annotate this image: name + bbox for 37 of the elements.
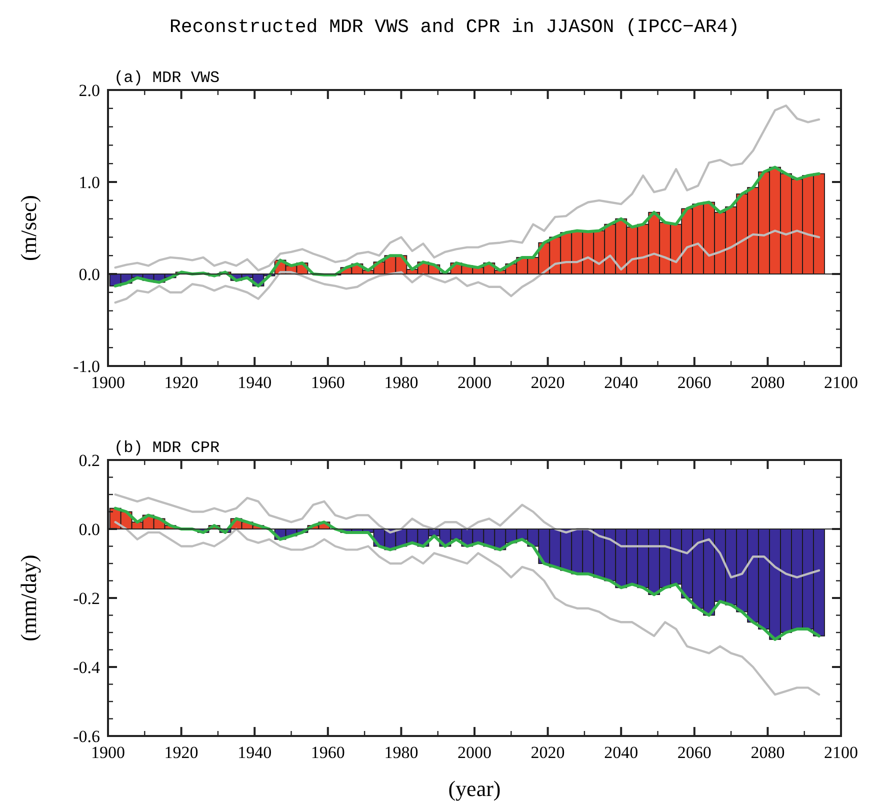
y-tick-label: -0.6 [73, 726, 100, 746]
x-tick-label: 2000 [458, 743, 492, 762]
x-tick-label: 1980 [384, 743, 418, 762]
x-tick-label: 2000 [458, 373, 492, 392]
x-tick-label: 1920 [164, 373, 198, 392]
x-tick-label: 1960 [310, 743, 345, 762]
x-tick-label: 1940 [238, 373, 272, 392]
x-tick-label: 2100 [824, 743, 858, 762]
x-tick-label: 1940 [238, 743, 272, 762]
x-tick-label: 1960 [310, 373, 345, 392]
x-tick-label: 2080 [750, 373, 785, 392]
x-tick-label: 2060 [677, 743, 712, 762]
y-tick-label: 0.0 [78, 264, 100, 284]
x-tick-label: 2040 [604, 373, 638, 392]
y-tick-label: 0.2 [78, 450, 100, 470]
x-tick-label: 1920 [164, 743, 198, 762]
y-tick-label: 2.0 [78, 80, 100, 100]
x-tick-label: 1900 [91, 743, 125, 762]
y-tick-label: -0.4 [73, 658, 100, 677]
x-tick-label: 1980 [384, 373, 418, 392]
x-tick-label: 2080 [750, 743, 785, 762]
x-tick-label: 2060 [677, 373, 712, 392]
x-tick-label: 2040 [604, 743, 638, 762]
y-axis-title: (m/sec) [16, 195, 41, 261]
y-axis-title: (mm/day) [16, 554, 41, 642]
x-axis-title: (year) [448, 776, 501, 801]
chart-subtitle: (a) MDR VWS [114, 69, 220, 87]
y-tick-label: 0.0 [78, 520, 100, 539]
x-tick-label: 2100 [824, 373, 858, 392]
x-tick-label: 1900 [91, 373, 125, 392]
y-tick-label: 1.0 [78, 172, 100, 192]
x-tick-label: 2020 [530, 743, 565, 762]
y-tick-label: -0.2 [73, 588, 100, 608]
chart-subtitle: (b) MDR CPR [114, 439, 220, 457]
chart-title: Reconstructed MDR VWS and CPR in JJASON (IPCC−AR4) [169, 16, 740, 38]
y-tick-label: -1.0 [73, 356, 100, 376]
x-tick-label: 2020 [530, 373, 565, 392]
